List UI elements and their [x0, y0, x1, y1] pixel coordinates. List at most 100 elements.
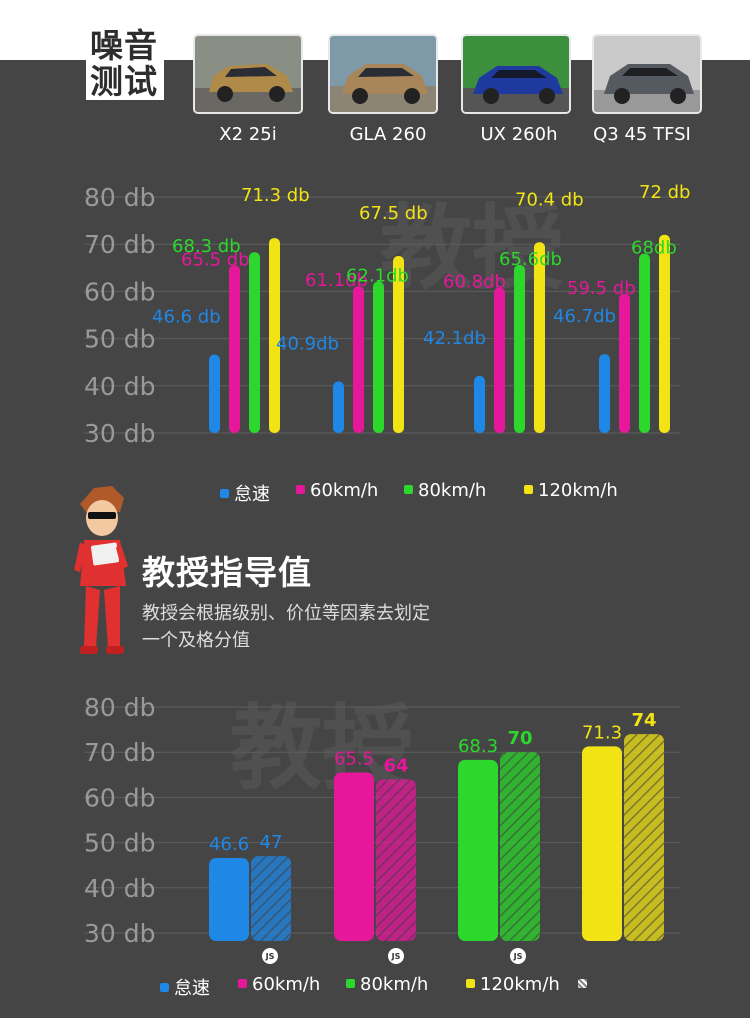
- y-tick-label: 80 db: [84, 693, 156, 722]
- car-name-q3: Q3 45 TFSI: [593, 124, 691, 145]
- section-title-box: [86, 26, 164, 100]
- bar: [333, 381, 344, 433]
- legend-swatch: [466, 979, 475, 988]
- hatched-swatch-icon: [578, 979, 587, 988]
- js-badge-label: JS: [265, 952, 275, 961]
- car-photo-x2: [193, 34, 303, 114]
- data-label: 65.6db: [499, 249, 562, 270]
- guide-description: 教授会根据级别、价位等因素去划定一个及格分值: [142, 603, 430, 651]
- hatched-bar: [624, 734, 664, 941]
- data-label: 71.3 db: [241, 185, 310, 206]
- y-tick-label: 50 db: [84, 325, 156, 354]
- data-label: 65.5 db: [181, 249, 250, 270]
- cartoon-professor-icon: [74, 486, 128, 654]
- bar: [619, 293, 630, 433]
- y-tick-label: 50 db: [84, 829, 156, 858]
- js-badge: [510, 948, 526, 964]
- noise-test-chart: 教授 30 db 40 db 50 db 60 db 70 db 80 db 46.6 db 4…: [84, 182, 690, 448]
- data-label: 62.1db: [346, 265, 409, 286]
- car-image: [461, 34, 571, 114]
- data-label: 42.1db: [423, 328, 486, 349]
- car-image: [193, 34, 303, 114]
- data-label: 74: [631, 710, 656, 731]
- data-label: 59.5 db: [567, 278, 636, 299]
- car-icon: [594, 36, 700, 112]
- data-label: 65.5: [334, 749, 374, 770]
- data-label: 40.9db: [276, 334, 339, 355]
- js-badge: [388, 948, 404, 964]
- bar: [474, 375, 485, 433]
- bar: [249, 252, 260, 433]
- data-label: 70: [507, 728, 532, 749]
- bar: [458, 759, 498, 941]
- legend-swatch: [296, 485, 305, 494]
- data-label: 70.4 db: [515, 189, 584, 210]
- js-badge: [262, 948, 278, 964]
- data-label: 71.3: [582, 722, 622, 743]
- car-name-gla: GLA 260: [349, 124, 427, 145]
- bar: [393, 256, 404, 433]
- y-tick-label: 70 db: [84, 230, 156, 259]
- legend-swatch: [524, 485, 533, 494]
- car-photo-ux: [461, 34, 571, 114]
- legend-item-120: 120km/h: [466, 974, 560, 995]
- y-tick-label: 30 db: [84, 419, 156, 448]
- js-badge-label: JS: [391, 952, 401, 961]
- legend-swatch: [404, 485, 413, 494]
- legend-label: 80km/h: [360, 974, 429, 995]
- legend-noise-test: 怠速 60km/h 80km/h 120km/h: [0, 480, 750, 505]
- data-label: 46.6 db: [152, 307, 221, 328]
- js-badge-label: JS: [513, 952, 523, 961]
- car-image: [592, 34, 702, 114]
- car-icon: [463, 36, 569, 112]
- bar: [534, 242, 545, 433]
- bar: [599, 354, 610, 433]
- data-label: 72 db: [639, 182, 690, 203]
- legend-label: 120km/h: [538, 480, 618, 501]
- data-label: 68db: [631, 238, 677, 259]
- bar: [334, 772, 374, 941]
- legend-item-120: 120km/h: [524, 480, 618, 501]
- data-label: 47: [260, 832, 283, 853]
- watermark: 教授: [380, 195, 564, 302]
- y-tick-label: 30 db: [84, 919, 156, 948]
- bar: [373, 281, 384, 433]
- legend-item-idle: 怠速: [160, 974, 210, 1000]
- data-label: 64: [383, 755, 408, 776]
- data-label: 46.6: [209, 834, 249, 855]
- legend-swatch: [346, 979, 355, 988]
- bar: [582, 746, 622, 941]
- legend-label: 怠速: [234, 484, 270, 505]
- bar: [659, 234, 670, 433]
- legend-swatch: [160, 983, 169, 992]
- y-tick-label: 80 db: [84, 183, 156, 212]
- bar: [353, 286, 364, 433]
- legend-item-80: 80km/h: [404, 480, 486, 501]
- bar: [209, 354, 220, 433]
- legend-label: 120km/h: [480, 974, 560, 995]
- car-icon: [195, 36, 301, 112]
- legend-label: 80km/h: [418, 480, 487, 501]
- y-tick-label: 40 db: [84, 874, 156, 903]
- data-label: 60.8db: [443, 272, 506, 293]
- legend-item-60: 60km/h: [296, 480, 378, 501]
- car-photo-gla: [328, 34, 438, 114]
- data-label: 68.3 db: [172, 236, 241, 257]
- data-label: 61.1db: [305, 270, 368, 291]
- y-tick-label: 60 db: [84, 783, 156, 812]
- car-image: [328, 34, 438, 114]
- hatched-bar: [500, 752, 540, 941]
- section-title: 噪音测试: [90, 26, 158, 101]
- car-name-ux: UX 260h: [480, 124, 558, 145]
- legend-guide-value: 怠速 60km/h 80km/h 120km/h: [0, 974, 750, 1000]
- legend-label: 怠速: [174, 978, 210, 999]
- legend-label: 60km/h: [310, 480, 379, 501]
- car-name-x2: X2 25i: [219, 124, 277, 145]
- bar: [209, 857, 249, 941]
- legend-label: 60km/h: [252, 974, 321, 995]
- bar: [229, 265, 240, 433]
- y-tick-label: 60 db: [84, 277, 156, 306]
- guide-title: 教授指导值: [142, 553, 312, 592]
- legend-swatch: [220, 489, 229, 498]
